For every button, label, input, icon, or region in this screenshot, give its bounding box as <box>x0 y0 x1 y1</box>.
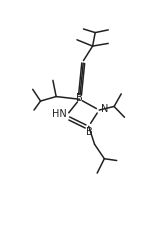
Text: N: N <box>101 104 108 114</box>
Text: HN: HN <box>52 109 67 119</box>
Text: B: B <box>86 127 93 137</box>
Text: B: B <box>76 93 83 103</box>
